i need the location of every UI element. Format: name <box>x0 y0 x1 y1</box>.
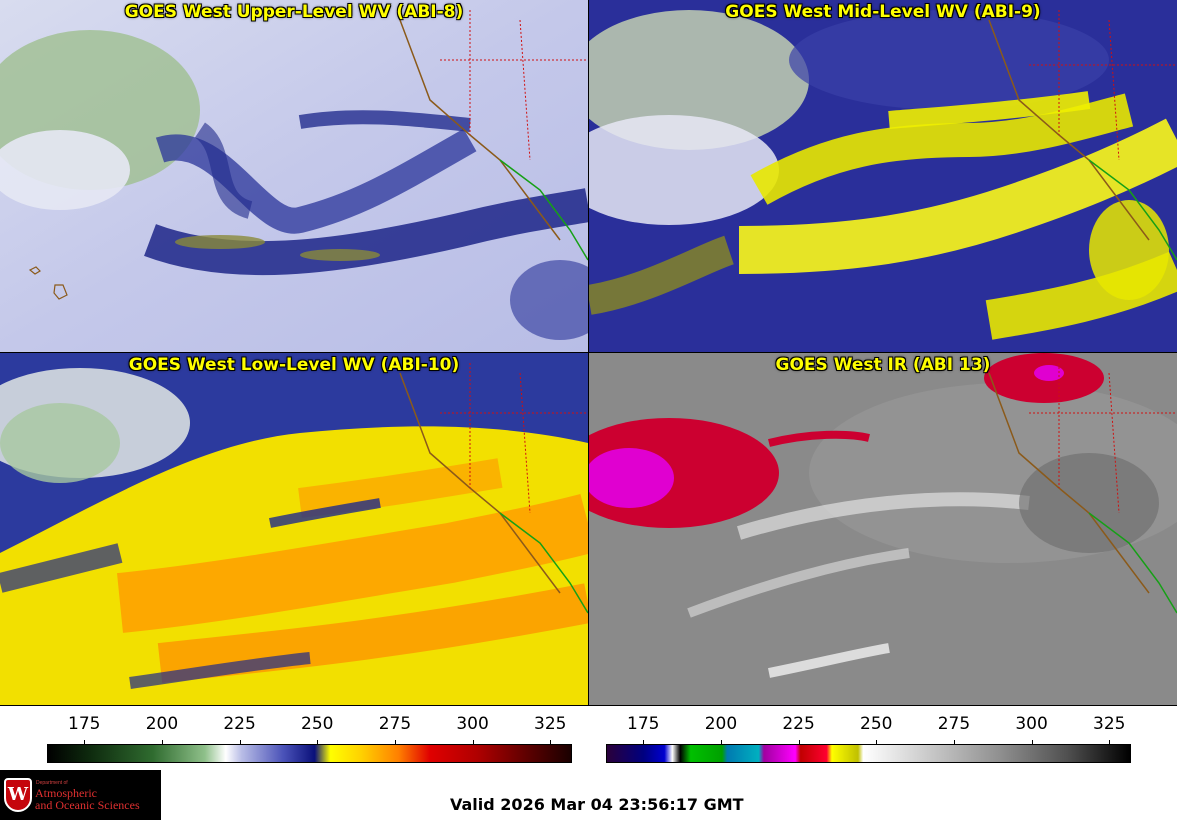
right-colorbar-tick-mark <box>798 740 800 747</box>
left-colorbar-tick-label: 250 <box>301 714 334 734</box>
logo-line-oceanic: and Oceanic Sciences <box>35 798 140 812</box>
right-colorbar-tick-mark <box>953 740 955 747</box>
left-colorbar-tick-mark <box>161 740 163 747</box>
low-level-wv-panel: GOES West Low-Level WV (ABI-10) <box>0 353 588 705</box>
left-colorbar-tick-mark <box>550 740 552 747</box>
left-colorbar-tick-label: 175 <box>68 714 101 734</box>
right-colorbar-tick-label: 200 <box>704 714 738 734</box>
logo-name: Atmospheric and Oceanic Sciences <box>35 787 140 811</box>
right-colorbar-tick-label: 275 <box>937 714 971 734</box>
left-colorbar-tick-label: 200 <box>145 714 179 734</box>
right-colorbar-tick-mark <box>1109 740 1111 747</box>
mid-level-wv-image <box>589 0 1177 352</box>
right-colorbar-tick-label: 225 <box>782 714 815 734</box>
left-colorbar-tick-label: 225 <box>223 714 256 734</box>
logo-line-atmospheric: Atmospheric <box>35 786 97 800</box>
ir-panel: GOES West IR (ABI 13) <box>589 353 1177 705</box>
valid-time: Valid 2026 Mar 04 23:56:17 GMT <box>450 795 744 814</box>
mid-level-wv-panel: GOES West Mid-Level WV (ABI-9) <box>589 0 1177 352</box>
right-colorbar-tick-label: 175 <box>627 714 660 734</box>
left-colorbar-tick-label: 275 <box>378 714 412 734</box>
right-colorbar-tick-mark <box>720 740 722 747</box>
low-level-wv-image <box>0 353 588 705</box>
uw-crest-icon: W <box>4 778 32 812</box>
left-colorbar-tick-mark <box>84 740 86 747</box>
logo-dept-label: Department of <box>36 780 68 786</box>
right-colorbar-tick-mark <box>643 740 645 747</box>
right-colorbar-tick-mark <box>876 740 878 747</box>
left-colorbar-tick-label: 300 <box>456 714 489 734</box>
right-colorbar-tick-label: 250 <box>860 714 893 734</box>
right-colorbar-tick-mark <box>1031 740 1033 747</box>
upper-level-wv-panel: GOES West Upper-Level WV (ABI-8) <box>0 0 588 352</box>
right-colorbar-ticks: 175 200 225 250 275 300 325 <box>606 710 1131 747</box>
left-colorbar-tick-label: 325 <box>534 714 567 734</box>
right-colorbar-tick-label: 300 <box>1015 714 1048 734</box>
left-colorbar-tick-mark <box>472 740 474 747</box>
right-colorbar <box>606 744 1131 763</box>
panel-title: GOES West Low-Level WV (ABI-10) <box>128 355 460 375</box>
horizontal-divider <box>0 352 1177 353</box>
bottom-border <box>0 705 1177 706</box>
panel-title: GOES West IR (ABI 13) <box>775 355 991 375</box>
left-colorbar-tick-mark <box>394 740 396 747</box>
left-colorbar <box>47 744 572 763</box>
ir-image <box>589 353 1177 705</box>
left-colorbar-ticks: 175 200 225 250 275 300 325 <box>47 710 572 747</box>
aos-logo: W Department of Atmospheric and Oceanic S… <box>0 770 161 820</box>
panel-title: GOES West Mid-Level WV (ABI-9) <box>725 2 1041 22</box>
left-colorbar-tick-mark <box>239 740 241 747</box>
left-colorbar-tick-mark <box>317 740 319 747</box>
upper-level-wv-image <box>0 0 588 352</box>
right-colorbar-tick-label: 325 <box>1093 714 1126 734</box>
panel-title: GOES West Upper-Level WV (ABI-8) <box>124 2 464 22</box>
